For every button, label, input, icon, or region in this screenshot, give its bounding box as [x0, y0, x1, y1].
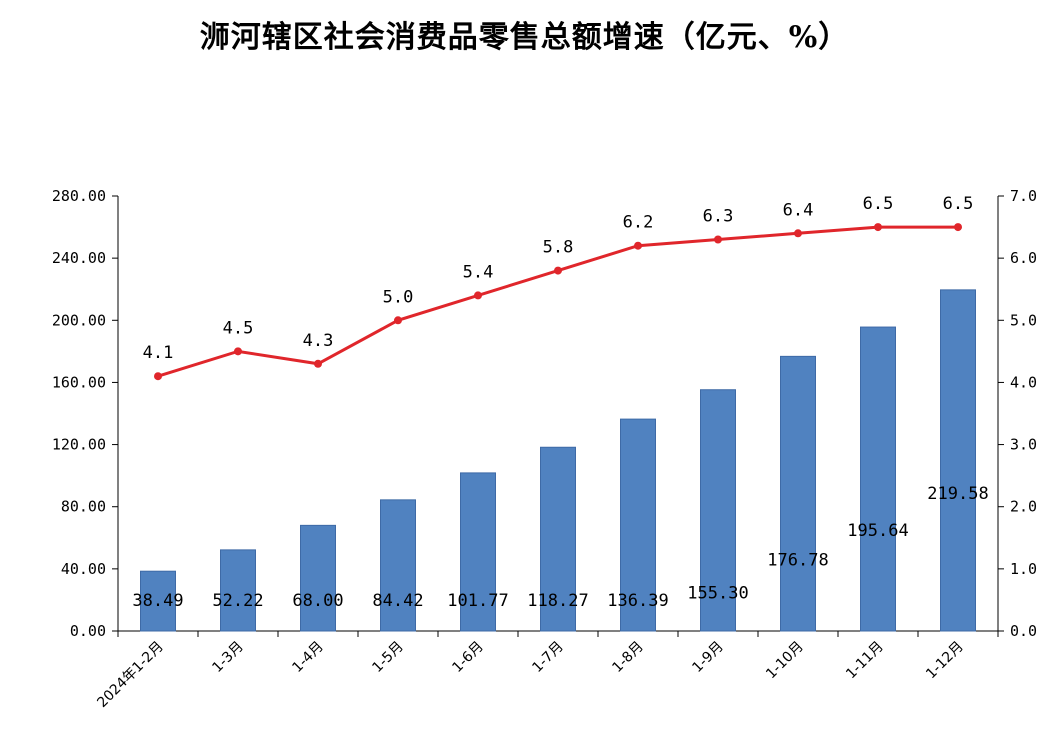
line-point — [154, 372, 162, 381]
bar — [940, 289, 976, 632]
bar — [380, 499, 416, 632]
line-point — [634, 241, 642, 250]
left-tick-label: 240.00 — [52, 249, 106, 267]
x-category-label: 1-9月 — [689, 639, 726, 676]
line-value-label: 6.4 — [783, 200, 814, 220]
line-point — [874, 223, 882, 232]
bar — [460, 472, 496, 632]
line-value-label: 5.4 — [463, 262, 494, 282]
right-tick-label: 3.0 — [1010, 436, 1037, 454]
line-value-label: 6.5 — [863, 194, 894, 214]
x-category-label: 1-3月 — [209, 639, 246, 676]
line-point — [554, 266, 562, 275]
bar — [860, 326, 896, 632]
line-point — [234, 347, 242, 356]
right-tick-label: 7.0 — [1010, 187, 1037, 205]
bar-value-label: 38.49 — [132, 591, 183, 611]
line-value-label: 5.0 — [383, 287, 414, 307]
line-value-label: 6.3 — [703, 207, 734, 227]
bar — [620, 418, 656, 632]
bar-value-label: 68.00 — [292, 591, 343, 611]
line-point — [714, 235, 722, 244]
right-tick-label: 0.0 — [1010, 622, 1037, 640]
left-tick-label: 200.00 — [52, 311, 106, 329]
bar-value-label: 118.27 — [527, 591, 588, 611]
line-value-label: 4.5 — [223, 318, 254, 338]
right-tick-label: 6.0 — [1010, 249, 1037, 267]
left-tick-label: 40.00 — [61, 560, 106, 578]
left-tick-label: 80.00 — [61, 498, 106, 516]
x-category-label: 1-11月 — [843, 639, 887, 683]
left-tick-label: 160.00 — [52, 373, 106, 391]
bar — [140, 570, 176, 632]
line-point — [954, 223, 962, 232]
bar — [300, 524, 336, 632]
line-value-label: 6.2 — [623, 213, 654, 233]
line-point — [394, 316, 402, 325]
line-point — [314, 359, 322, 368]
x-category-label: 1-4月 — [289, 639, 326, 676]
left-tick-label: 120.00 — [52, 436, 106, 454]
left-tick-label: 280.00 — [52, 187, 106, 205]
bar-value-label: 195.64 — [847, 521, 908, 541]
bar-value-label: 155.30 — [687, 584, 748, 604]
bar-value-label: 219.58 — [927, 484, 988, 504]
line-value-label: 4.1 — [143, 343, 174, 363]
bar-value-label: 136.39 — [607, 591, 668, 611]
left-tick-label: 0.00 — [70, 622, 106, 640]
bar-value-label: 84.42 — [372, 591, 423, 611]
line-point — [794, 229, 802, 238]
bar — [220, 549, 256, 632]
line-value-label: 4.3 — [303, 331, 334, 351]
bar — [700, 389, 736, 632]
x-category-label: 1-5月 — [369, 639, 406, 676]
right-tick-label: 4.0 — [1010, 373, 1037, 391]
right-tick-label: 2.0 — [1010, 498, 1037, 516]
line-value-label: 6.5 — [943, 194, 974, 214]
bar-value-label: 52.22 — [212, 591, 263, 611]
line-value-label: 5.8 — [543, 238, 574, 258]
right-tick-label: 5.0 — [1010, 311, 1037, 329]
chart-title: 浉河辖区社会消费品零售总额增速（亿元、%） — [199, 20, 850, 55]
bar — [780, 355, 816, 632]
bar-value-label: 101.77 — [447, 591, 508, 611]
x-category-label: 2024年1-2月 — [94, 639, 166, 711]
line-point — [474, 291, 482, 300]
bar-value-label: 176.78 — [767, 550, 828, 570]
right-tick-label: 1.0 — [1010, 560, 1037, 578]
x-category-label: 1-7月 — [529, 639, 566, 676]
x-category-label: 1-12月 — [923, 639, 967, 683]
x-category-label: 1-8月 — [609, 639, 646, 676]
bar — [540, 446, 576, 632]
x-category-label: 1-10月 — [763, 639, 807, 683]
x-category-label: 1-6月 — [449, 639, 486, 676]
